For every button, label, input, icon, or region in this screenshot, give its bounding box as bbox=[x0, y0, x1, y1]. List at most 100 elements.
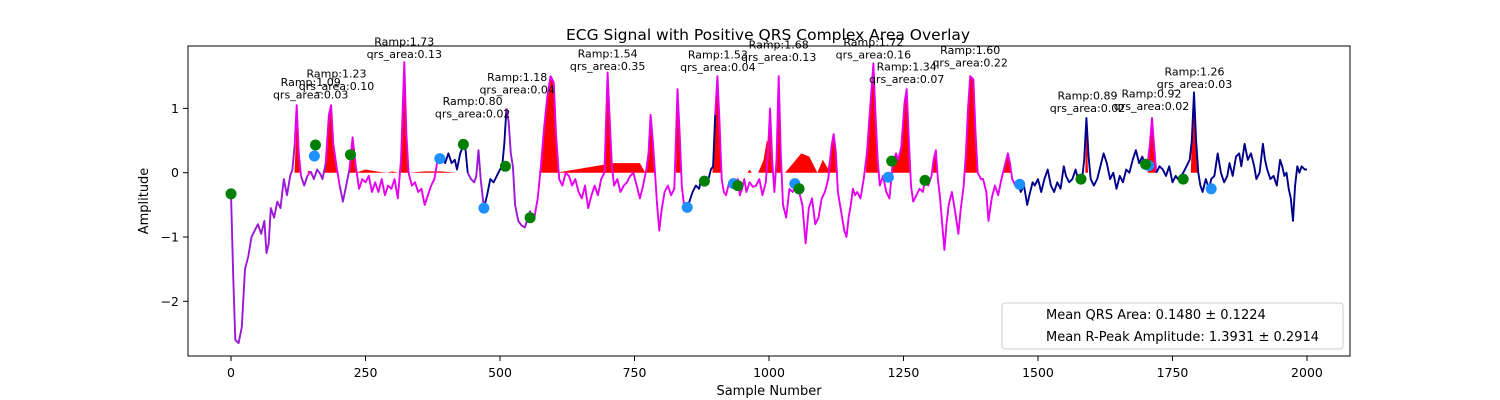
peak-annotation-13-line-0: Ramp:1.26 bbox=[1164, 66, 1224, 79]
peak-annotation-2-line-1: qrs_area:0.13 bbox=[367, 48, 442, 61]
onset-marker-1 bbox=[434, 153, 446, 165]
peak-annotation-12-line-1: qrs_area:0.02 bbox=[1114, 100, 1189, 113]
peak-annotation-6: Ramp:1.53 qrs_area:0.04 bbox=[680, 48, 755, 74]
peak-annotation-8-line-1: qrs_area:0.16 bbox=[836, 49, 911, 62]
peak-annotation-2: Ramp:1.73 qrs_area:0.13 bbox=[367, 35, 442, 61]
x-tick-label-1500: 1500 bbox=[1022, 365, 1054, 380]
qrs-area-fill-13 bbox=[747, 169, 752, 173]
qrs-area-fill-9 bbox=[604, 72, 612, 173]
signal-segment-10 bbox=[482, 108, 508, 209]
offset-marker-2 bbox=[345, 149, 356, 161]
y-tick-label-1: 1 bbox=[171, 101, 179, 116]
peak-annotation-10-line-0: Ramp:1.60 bbox=[940, 44, 1000, 57]
peak-annotation-11-line-1: qrs_area:0.02 bbox=[1050, 102, 1125, 115]
offset-marker-9 bbox=[886, 155, 898, 167]
signal-segment-5 bbox=[324, 104, 341, 186]
peak-annotation-5-line-0: Ramp:1.54 bbox=[578, 48, 638, 61]
peak-annotation-1-line-0: Ramp:1.23 bbox=[306, 68, 366, 81]
peak-annotation-11-line-0: Ramp:0.89 bbox=[1057, 90, 1117, 103]
signal-segment-0 bbox=[230, 146, 296, 345]
x-tick-label-1250: 1250 bbox=[888, 365, 920, 380]
peak-annotation-4-line-1: qrs_area:0.04 bbox=[479, 83, 554, 96]
signal-segment-14 bbox=[714, 62, 1019, 251]
onset-marker-9 bbox=[1205, 183, 1217, 195]
legend-box bbox=[1001, 302, 1344, 350]
peak-annotation-6-line-0: Ramp:1.53 bbox=[688, 48, 748, 61]
legend-entry-qrs-area: Mean QRS Area: 0.1480 ± 0.1224 bbox=[1046, 308, 1266, 323]
qrs-area-fill-8 bbox=[556, 163, 646, 173]
x-axis-label: Sample Number bbox=[716, 384, 822, 399]
onset-marker-3 bbox=[681, 201, 693, 213]
offset-marker-13 bbox=[1177, 173, 1189, 185]
signal-segment-2 bbox=[300, 175, 309, 187]
peak-annotation-0: Ramp:1.09 qrs_area:0.03 bbox=[273, 76, 348, 102]
signal-segment-13 bbox=[686, 114, 717, 209]
peak-annotation-7: Ramp:1.68 qrs_area:0.13 bbox=[741, 39, 816, 64]
qrs-area-fill-25 bbox=[1085, 118, 1088, 173]
peak-annotation-4: Ramp:1.18 qrs_area:0.04 bbox=[479, 71, 554, 97]
offset-marker-4 bbox=[499, 160, 511, 172]
qrs-area-fill-26 bbox=[1147, 118, 1157, 173]
qrs-area-fill-21 bbox=[892, 89, 911, 173]
signal-segment-1 bbox=[293, 104, 302, 176]
x-tick-label-1000: 1000 bbox=[753, 365, 785, 380]
chart-title: ECG Signal with Positive QRS Complex Are… bbox=[566, 26, 970, 44]
qrs-area-fill-7 bbox=[538, 76, 559, 173]
peak-annotation-9-line-0: Ramp:1.34 bbox=[877, 61, 937, 74]
qrs-area-fill-17 bbox=[785, 153, 818, 173]
x-tick-label-250: 250 bbox=[354, 365, 378, 380]
qrs-area-fill-24 bbox=[1003, 153, 1012, 173]
signal-segment-7 bbox=[348, 61, 439, 206]
peak-annotation-1: Ramp:1.23 qrs_area:0.10 bbox=[299, 68, 374, 94]
peak-annotation-11: Ramp:0.89 qrs_area:0.02 bbox=[1050, 90, 1125, 116]
peak-annotation-12-line-0: Ramp:0.92 bbox=[1121, 88, 1181, 101]
y-tick-label-0: 0 bbox=[171, 165, 179, 180]
legend: Mean QRS Area: 0.1480 ± 0.1224 Mean R-Pe… bbox=[1001, 302, 1344, 350]
peak-annotation-9-line-1: qrs_area:0.07 bbox=[869, 73, 944, 86]
y-tick-label--1: −1 bbox=[161, 230, 179, 245]
offset-marker-8 bbox=[793, 183, 805, 195]
peak-annotation-0-line-0: Ramp:1.09 bbox=[281, 76, 341, 89]
offset-marker-5 bbox=[524, 212, 536, 224]
qrs-area-fill-2 bbox=[324, 105, 339, 173]
qrs-area-fill-16 bbox=[758, 140, 774, 173]
onset-marker-7 bbox=[1014, 178, 1026, 190]
peak-annotation-3: Ramp:0.80 qrs_area:0.02 bbox=[435, 95, 510, 121]
qrs-area-fill-4 bbox=[355, 169, 398, 173]
peak-annotation-13: Ramp:1.26 qrs_area:0.03 bbox=[1157, 66, 1232, 92]
boundary-markers bbox=[225, 138, 1217, 224]
peak-annotation-5-line-1: qrs_area:0.35 bbox=[570, 60, 645, 73]
onset-marker-6 bbox=[882, 171, 894, 183]
peak-annotation-3-line-0: Ramp:0.80 bbox=[443, 95, 503, 108]
signal-segment-17 bbox=[1155, 91, 1307, 222]
signal-segment-9 bbox=[466, 149, 485, 209]
peak-annotation-2-line-0: Ramp:1.73 bbox=[374, 35, 434, 48]
signal-segment-6 bbox=[338, 169, 351, 203]
onset-marker-0 bbox=[308, 150, 320, 162]
peak-annotation-1-line-1: qrs_area:0.10 bbox=[299, 80, 374, 93]
x-tick-label-500: 500 bbox=[488, 365, 512, 380]
signal-segment-12 bbox=[531, 71, 688, 232]
peak-annotation-7-line-0: Ramp:1.68 bbox=[749, 39, 809, 52]
peak-annotation-4-line-0: Ramp:1.18 bbox=[487, 71, 547, 84]
onset-marker-2 bbox=[478, 202, 490, 214]
ecg-signal bbox=[230, 61, 1307, 345]
offset-marker-12 bbox=[1140, 158, 1152, 170]
qrs-area-fill-6 bbox=[408, 171, 457, 173]
peak-annotation-7-line-1: qrs_area:0.13 bbox=[741, 51, 816, 64]
qrs-area-fills bbox=[294, 62, 1198, 173]
peak-annotation-8: Ramp:1.72 qrs_area:0.16 bbox=[836, 36, 911, 62]
y-axis-label: Amplitude bbox=[137, 168, 152, 235]
offset-marker-10 bbox=[919, 174, 931, 186]
offset-marker-0 bbox=[225, 188, 237, 200]
signal-segment-15 bbox=[1016, 117, 1147, 206]
offset-marker-6 bbox=[698, 175, 710, 187]
peak-annotation-9: Ramp:1.34 qrs_area:0.07 bbox=[869, 61, 944, 87]
offset-marker-1 bbox=[310, 139, 321, 151]
peak-annotation-10-line-1: qrs_area:0.22 bbox=[932, 56, 1007, 69]
x-tick-label-750: 750 bbox=[623, 365, 647, 380]
x-tick-label-1750: 1750 bbox=[1157, 365, 1189, 380]
peak-annotation-12: Ramp:0.92 qrs_area:0.02 bbox=[1114, 88, 1189, 114]
qrs-area-fill-23 bbox=[964, 76, 978, 173]
